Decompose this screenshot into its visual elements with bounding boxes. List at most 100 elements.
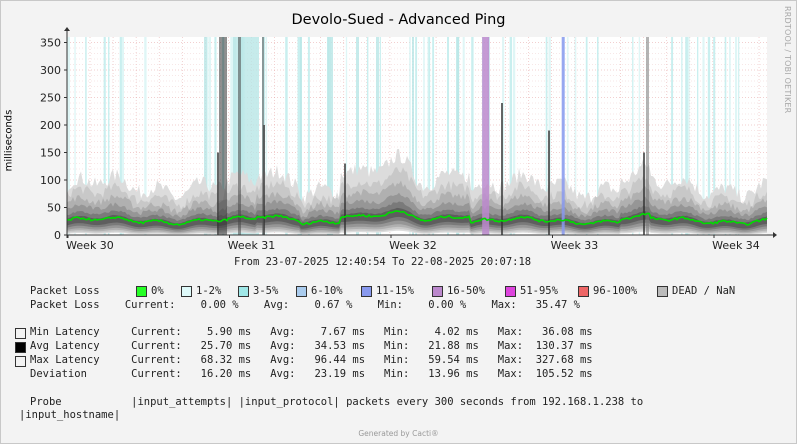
loss-stripe [103, 37, 106, 235]
max-latency-swatch [15, 356, 26, 367]
loss-band [204, 37, 207, 235]
loss-stripe [713, 37, 716, 235]
loss-swatch-3 [296, 286, 307, 297]
deviation-row: Deviation Current: 16.20 ms Avg: 23.19 m… [30, 368, 593, 380]
loss-spike-1 [561, 37, 565, 235]
loss-label-2: 3-5% [253, 285, 279, 297]
min-latency-swatch [15, 328, 26, 339]
y-tick-label: 50 [47, 202, 61, 215]
y-tick-label: 300 [40, 64, 61, 77]
loss-stripe [121, 37, 125, 235]
loss-stripe [423, 37, 425, 235]
loss-stripe [738, 37, 740, 235]
loss-swatch-6 [505, 286, 516, 297]
x-tick-label: Week 30 [66, 239, 114, 252]
loss-swatch-2 [238, 286, 249, 297]
loss-stripe [545, 37, 548, 235]
graph-title: Devolo-Sued - Advanced Ping [291, 12, 506, 28]
loss-stripe [638, 37, 641, 235]
loss-stripe [707, 37, 711, 235]
packet-loss-stats: Packet Loss Current: 0.00 % Avg: 0.67 % … [30, 299, 580, 311]
loss-stripe [214, 37, 217, 235]
loss-swatch-5 [432, 286, 443, 297]
loss-stripe [208, 37, 212, 235]
loss-stripe [427, 37, 429, 235]
loss-label-1: 1-2% [196, 285, 222, 297]
loss-stripe [597, 37, 599, 235]
loss-band [300, 37, 302, 235]
generated-by: Generated by Cacti® [358, 429, 439, 438]
y-tick-label: 200 [40, 119, 61, 132]
x-tick-label: Week 32 [389, 239, 437, 252]
avg-latency-row: Avg Latency Current: 25.70 ms Avg: 34.53… [30, 340, 593, 352]
x-axis-arrow [773, 232, 777, 238]
gap-band [646, 37, 649, 235]
loss-stripe [671, 37, 674, 235]
loss-stripe [687, 37, 690, 235]
loss-stripe [512, 37, 516, 235]
loss-stripe [446, 37, 450, 235]
loss-swatch-1 [181, 286, 192, 297]
loss-stripe [232, 37, 234, 235]
loss-swatch-4 [361, 286, 372, 297]
loss-label-8: DEAD / NaN [672, 285, 736, 297]
loss-stripe [566, 37, 569, 235]
loss-band [412, 37, 414, 235]
loss-label-5: 16-50% [447, 285, 485, 297]
gap-band [238, 37, 241, 235]
loss-stripe [206, 37, 209, 235]
loss-stripe [68, 37, 71, 235]
loss-swatch-7 [578, 286, 589, 297]
loss-band [327, 37, 333, 235]
loss-stripe [681, 37, 683, 235]
loss-stripe [462, 37, 465, 235]
x-tick-label: Week 34 [712, 239, 760, 252]
loss-stripe [108, 37, 110, 235]
loss-stripe [345, 37, 348, 235]
loss-label-6: 51-95% [520, 285, 558, 297]
loss-stripe [144, 37, 147, 235]
y-tick-label: 350 [40, 37, 61, 50]
loss-stripe [502, 37, 505, 235]
loss-stripe [632, 37, 634, 235]
y-tick-label: 0 [54, 229, 61, 242]
avg-latency-swatch [15, 342, 26, 353]
max-latency-row: Max Latency Current: 68.32 ms Avg: 96.44… [30, 354, 593, 366]
loss-label-3: 6-10% [311, 285, 343, 297]
loss-stripe [85, 37, 87, 235]
y-axis-arrow [64, 27, 70, 31]
probe-line: Probe |input_attempts| |input_protocol| … [30, 396, 644, 408]
loss-stripe [230, 37, 233, 235]
y-tick-label: 100 [40, 174, 61, 187]
loss-stripe [298, 37, 301, 235]
loss-stripe [119, 37, 122, 235]
loss-stripe [307, 37, 310, 235]
loss-stripe [724, 37, 727, 235]
x-tick-label: Week 31 [228, 239, 276, 252]
loss-swatch-0 [136, 286, 147, 297]
loss-label-0: 0% [151, 285, 164, 297]
loss-stripe [697, 37, 699, 235]
median-line [66, 210, 768, 226]
loss-stripe [729, 37, 731, 235]
probe-hostname-line: |input_hostname| [19, 409, 121, 421]
loss-stripe [74, 37, 76, 235]
loss-stripe [735, 37, 738, 235]
loss-band [356, 37, 359, 235]
loss-band [456, 37, 459, 235]
loss-stripe [265, 37, 268, 235]
loss-stripe [685, 37, 688, 235]
loss-band [376, 37, 379, 235]
gap-band [262, 37, 264, 235]
loss-stripe [471, 37, 474, 235]
loss-spike-0 [482, 37, 490, 235]
min-latency-row: Min Latency Current: 5.90 ms Avg: 7.67 m… [30, 326, 593, 338]
loss-stripe [428, 37, 431, 235]
loss-stripe [415, 37, 418, 235]
rrdtool-credit: RRDTOOL / TOBI OETIKER [783, 6, 792, 114]
x-tick-label: Week 33 [551, 239, 599, 252]
loss-label-7: 96-100% [593, 285, 638, 297]
loss-stripe [285, 37, 288, 235]
loss-stripe [366, 37, 369, 235]
